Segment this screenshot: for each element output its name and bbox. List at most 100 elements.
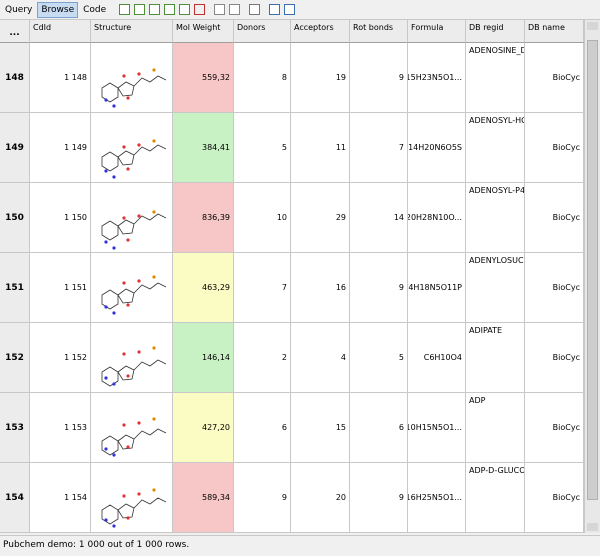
donors-cell: 2 [234,323,291,393]
atom [112,453,116,457]
db-regid-cell: ADENOSYL-HOM [466,113,525,183]
db-regid-cell: ADENOSINE_DIP [466,43,525,113]
atom [152,275,156,279]
column-header[interactable]: Acceptors [291,20,350,43]
acceptors-cell: 20 [291,463,350,533]
donors-cell: 7 [234,253,291,323]
scroll-thumb[interactable] [587,40,598,500]
toolbar-icon[interactable] [269,4,281,15]
formula-cell: C16H25N5O1... [408,463,466,533]
db-regid-cell: ADP-D-GLUCOSE [466,463,525,533]
atom [126,516,130,520]
row-header: 154 [0,463,30,533]
atom [152,346,156,350]
tab[interactable]: Code [83,5,107,15]
donors-cell: 9 [234,463,291,533]
structure-cell [91,43,173,113]
column-header[interactable]: Donors [234,20,291,43]
rot-bonds-cell: 7 [350,113,408,183]
column-header[interactable]: Rot bonds [350,20,408,43]
rot-bonds-cell: 5 [350,323,408,393]
status-text: Pubchem demo: 1 000 out of 1 000 rows. [3,540,190,550]
scroll-up[interactable] [587,22,598,30]
bonds [101,282,167,310]
status-bar: Pubchem demo: 1 000 out of 1 000 rows. [0,535,600,556]
db-name-cell: BioCyc [525,393,584,463]
toolbar-icon[interactable] [164,4,176,15]
tab[interactable]: Browse [37,2,79,18]
toolbar-icon[interactable] [214,4,226,15]
scroll-down[interactable] [587,523,598,531]
atom [126,238,130,242]
structure-cell [91,393,173,463]
atom [126,167,130,171]
toolbar-icon[interactable] [284,4,296,15]
atom [112,246,116,250]
structure-drawing [101,275,167,315]
atom [104,447,108,451]
toolbar-icon[interactable] [119,4,131,15]
atom [104,169,108,173]
column-header[interactable]: DB name [525,20,584,43]
toolbar-icon[interactable] [249,4,261,15]
db-regid-cell: ADENYLOSUCC [466,253,525,323]
atom [152,139,156,143]
rot-bonds-cell: 9 [350,43,408,113]
db-name-cell: BioCyc [525,253,584,323]
mol-weight-cell: 427,20 [173,393,234,463]
scrollbar[interactable] [584,20,600,533]
column-header[interactable]: ... [0,20,30,43]
formula-cell: C14H18N5O11P [408,253,466,323]
db-name-cell: BioCyc [525,323,584,393]
toolbar-icon[interactable] [194,4,206,15]
atom [122,74,126,78]
atom [137,350,141,354]
atom [122,494,126,498]
atom [137,143,141,147]
column-header[interactable]: Structure [91,20,173,43]
cdid-cell: 1 153 [30,393,91,463]
cdid-cell: 1 151 [30,253,91,323]
structure-drawing [101,417,167,457]
row-header: 152 [0,323,30,393]
bonds [101,213,167,241]
toolbar-icon[interactable] [134,4,146,15]
mol-weight-cell: 384,41 [173,113,234,183]
db-name-cell: BioCyc [525,113,584,183]
atom [112,382,116,386]
column-header[interactable]: DB regid [466,20,525,43]
toolbar-icon[interactable] [179,4,191,15]
column-header[interactable]: CdId [30,20,91,43]
rot-bonds-cell: 9 [350,463,408,533]
column-header[interactable]: Mol Weight [173,20,234,43]
atom [122,216,126,220]
structure-drawing [101,346,167,387]
structure-drawing [101,488,167,528]
atom [152,68,156,72]
row-header: 153 [0,393,30,463]
db-name-cell: BioCyc [525,183,584,253]
db-regid-cell: ADENOSYL-P4 [466,183,525,253]
cdid-cell: 1 149 [30,113,91,183]
mol-weight-cell: 146,14 [173,323,234,393]
atom [126,374,130,378]
acceptors-cell: 19 [291,43,350,113]
atom [126,303,130,307]
toolbar [0,0,600,20]
structure-cell [91,463,173,533]
atom [152,210,156,214]
column-header[interactable]: Formula [408,20,466,43]
structure-drawing [101,139,167,179]
toolbar-icon[interactable] [149,4,161,15]
tab[interactable]: Query [5,5,33,15]
atom [104,518,108,522]
db-name-cell: BioCyc [525,463,584,533]
atom [112,175,116,179]
db-regid-cell: ADIPATE [466,323,525,393]
atom [122,352,126,356]
rot-bonds-cell: 6 [350,393,408,463]
bonds [101,497,167,525]
cdid-cell: 1 152 [30,323,91,393]
toolbar-icon[interactable] [229,4,241,15]
